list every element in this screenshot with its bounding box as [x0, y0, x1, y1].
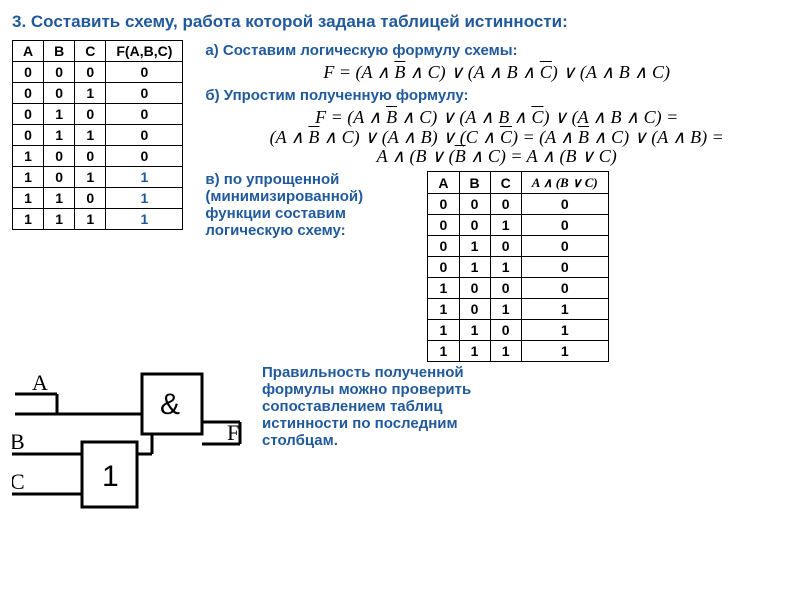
table-row: 1011 [13, 167, 183, 188]
table-row: 0000 [13, 62, 183, 83]
col-b: B [459, 172, 490, 194]
verify-text: Правильность полученной формулы можно пр… [262, 364, 487, 449]
step-c-heading: в) по упрощенной (минимизированной) функ… [205, 171, 415, 239]
col-c: C [490, 172, 521, 194]
or-gate-label: 1 [102, 460, 119, 493]
label-b: B [12, 429, 25, 454]
table-row: 0110 [13, 125, 183, 146]
table-row: 1000 [428, 278, 608, 299]
label-c: C [12, 469, 25, 494]
col-a: A [13, 41, 44, 62]
table-row: 1000 [13, 146, 183, 167]
step-a-heading: а) Составим логическую формулу схемы: [205, 42, 788, 59]
col-f: A ∧ (B ∨ C) [521, 172, 608, 194]
col-b: B [44, 41, 75, 62]
formula-b: F = (A ∧ B ∧ C) ∨ (A ∧ B ∧ C) ∨ (A ∧ B ∧… [205, 108, 788, 167]
table-row: A B C F(A,B,C) [13, 41, 183, 62]
table-row: 1111 [13, 209, 183, 230]
and-gate-label: & [160, 388, 180, 421]
formula-a: F = (A ∧ B ∧ C) ∨ (A ∧ B ∧ C) ∨ (A ∧ B ∧… [205, 63, 788, 83]
table-row: 1101 [428, 320, 608, 341]
table-row: 0110 [428, 257, 608, 278]
table-row: 0010 [13, 83, 183, 104]
col-f: F(A,B,C) [106, 41, 183, 62]
table-row: 0010 [428, 215, 608, 236]
col-a: A [428, 172, 459, 194]
table-row: A B C A ∧ (B ∨ C) [428, 172, 608, 194]
step-b-heading: б) Упростим полученную формулу: [205, 87, 788, 104]
logic-circuit: A B C 1 & F [12, 364, 262, 534]
table-row: 0100 [428, 236, 608, 257]
table-row: 1011 [428, 299, 608, 320]
table-row: 0100 [13, 104, 183, 125]
truth-table-2: A B C A ∧ (B ∨ C) 0000 0010 0100 0110 10… [427, 171, 608, 362]
truth-table-1: A B C F(A,B,C) 0000 0010 0100 0110 1000 … [12, 40, 183, 230]
table-row: 1101 [13, 188, 183, 209]
page-title: 3. Составить схему, работа которой задан… [12, 12, 788, 32]
label-a: A [32, 370, 48, 395]
table-row: 0000 [428, 194, 608, 215]
table-row: 1111 [428, 341, 608, 362]
col-c: C [75, 41, 106, 62]
label-f: F [227, 420, 239, 445]
